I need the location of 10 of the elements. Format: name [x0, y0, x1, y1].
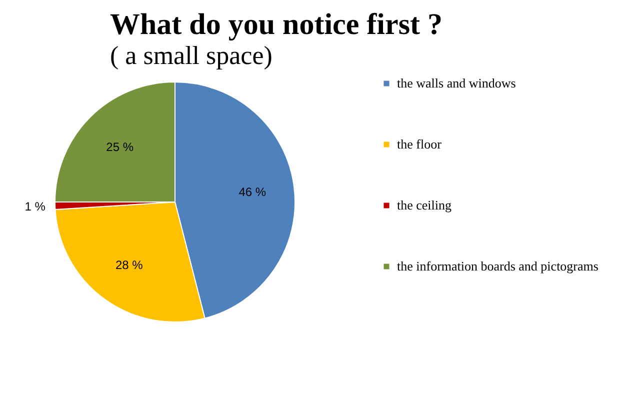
data-label: 25 %: [106, 140, 134, 154]
chart-subtitle: ( a small space): [110, 41, 272, 70]
data-label: 28 %: [115, 258, 144, 272]
legend-label: the walls and windows: [397, 76, 516, 90]
legend-label: the floor: [397, 136, 442, 152]
data-label: 1 %: [24, 199, 46, 214]
data-label: 46 %: [238, 185, 266, 200]
chart-title: What do you notice first ?: [110, 8, 442, 41]
legend-label: the ceiling: [397, 198, 452, 212]
legend-label: the information boards and pictograms: [397, 258, 598, 274]
